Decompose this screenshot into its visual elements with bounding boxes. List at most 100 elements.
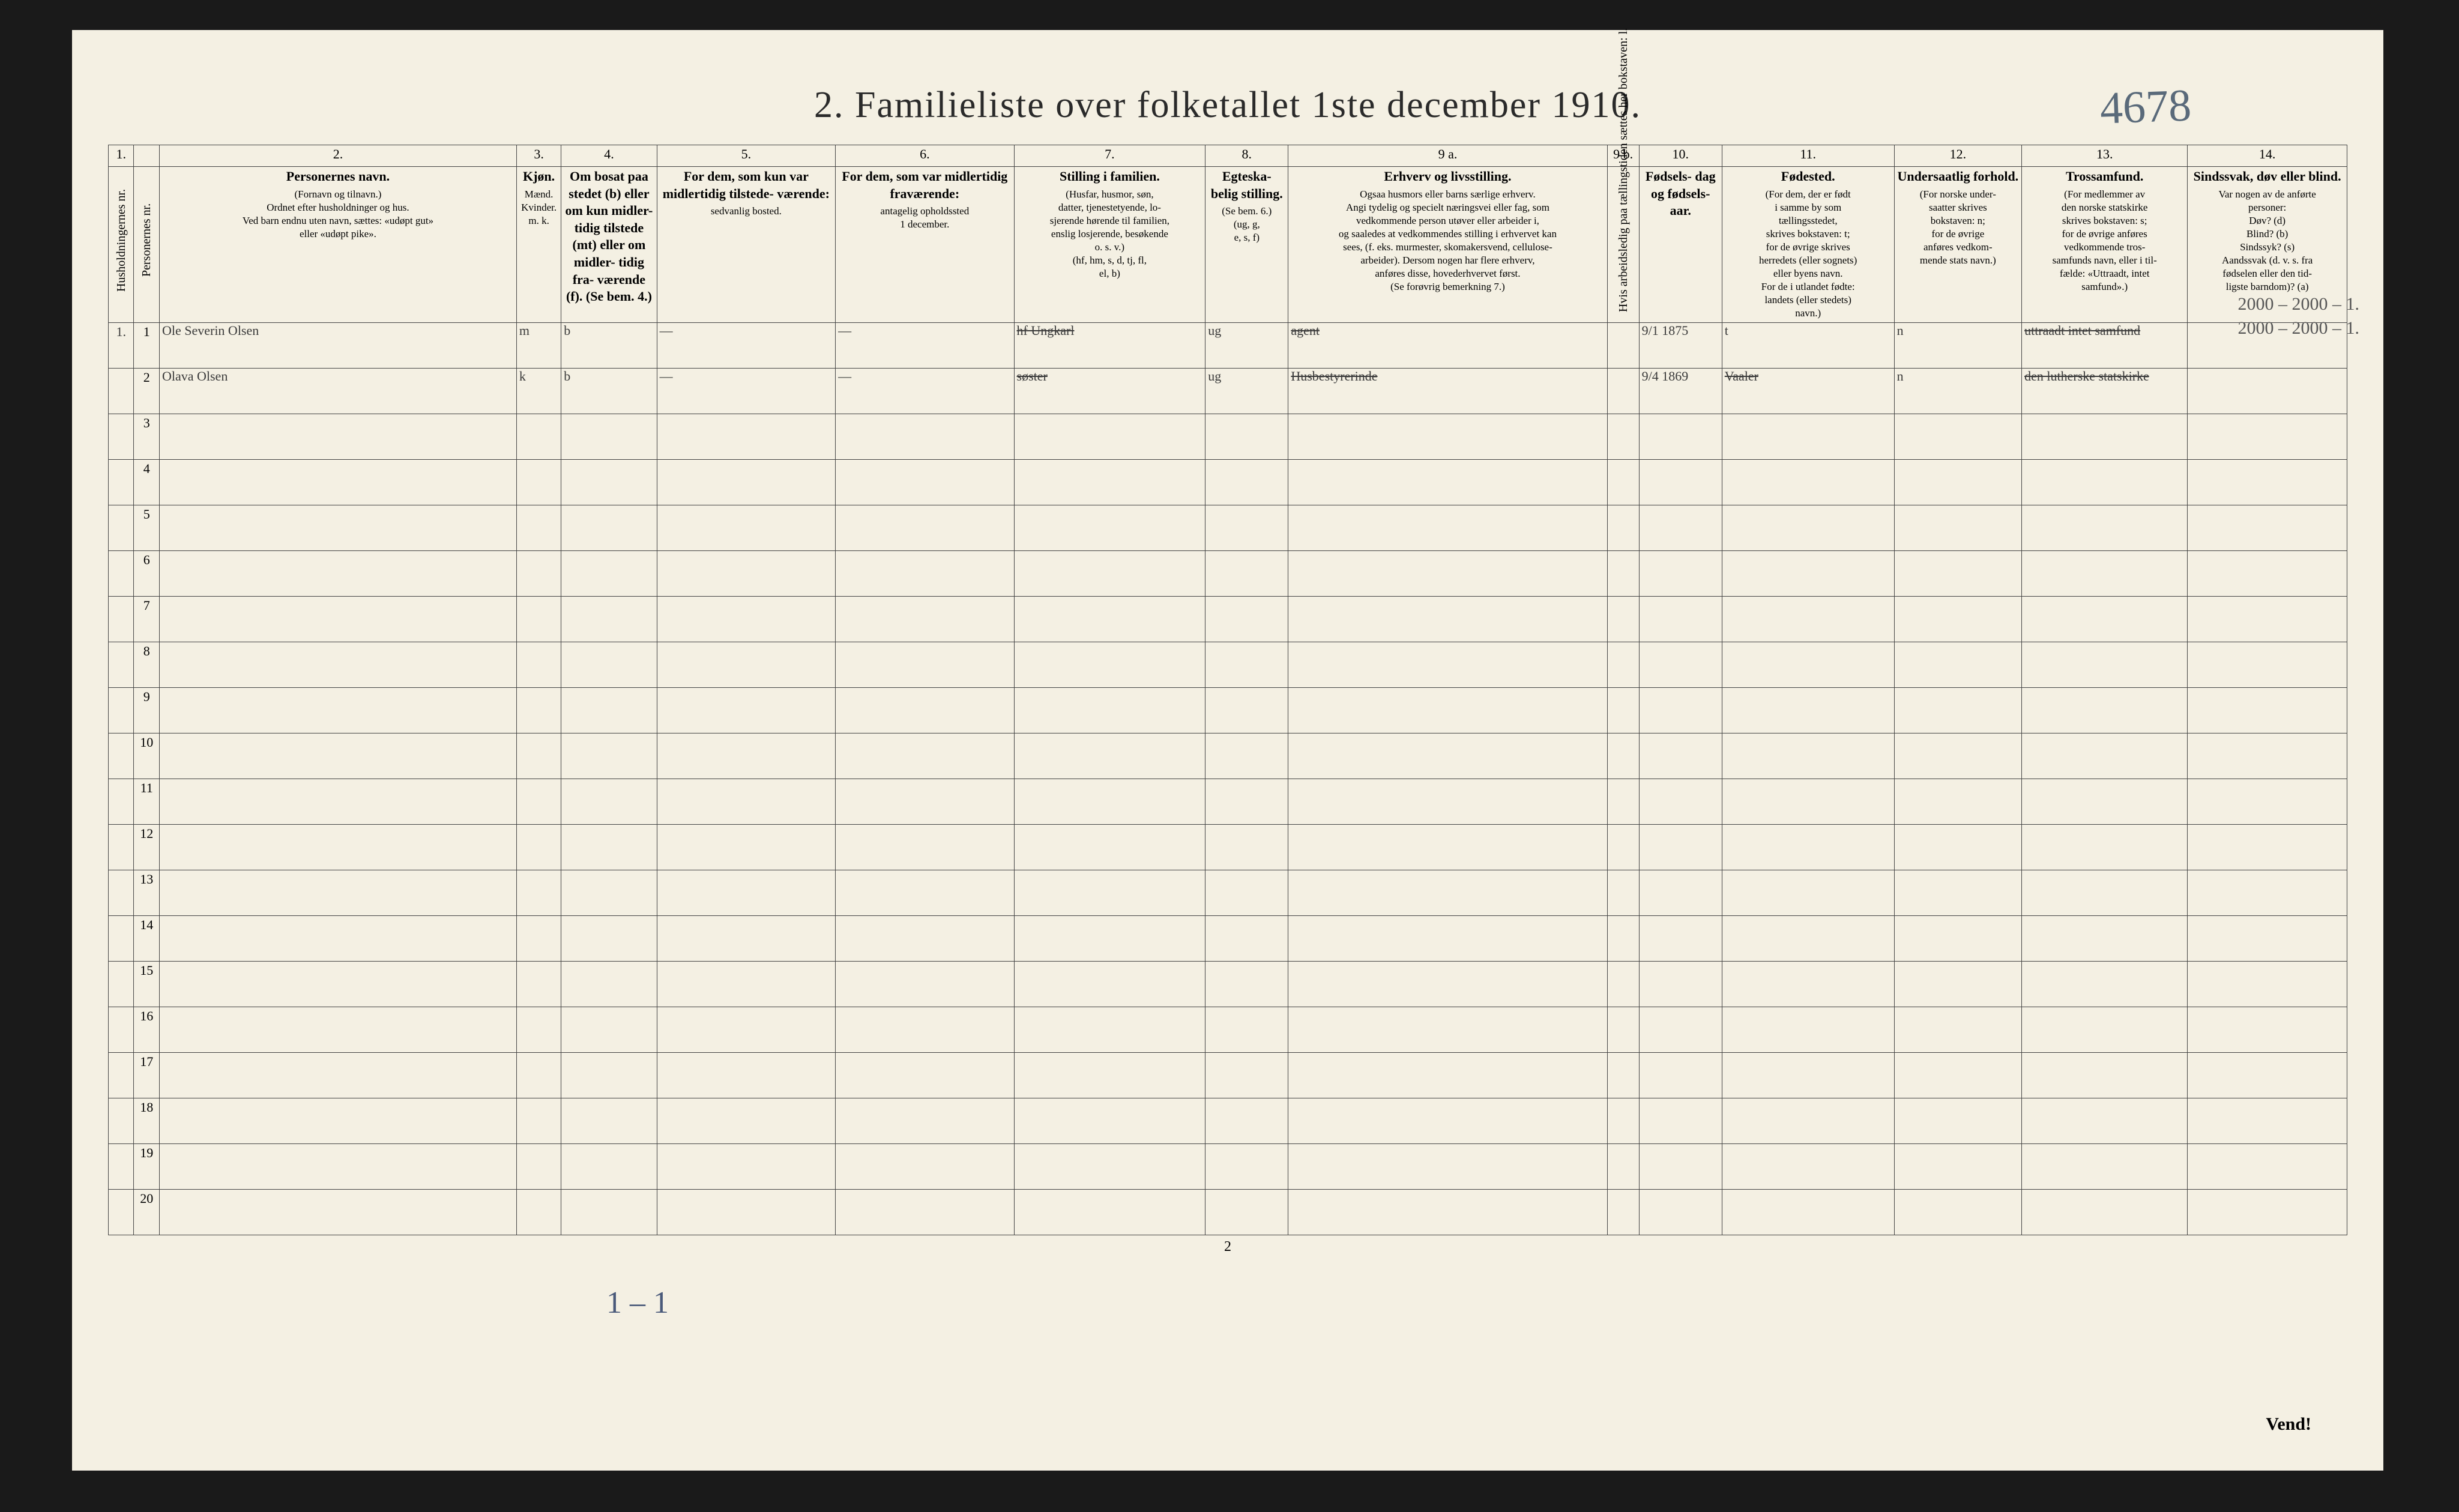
cell-fr [836, 597, 1014, 642]
column-number [134, 145, 159, 167]
cell-sind [2188, 779, 2347, 825]
margin-note: 2000 – 2000 – 1. [2238, 318, 2360, 339]
cell-tros: uttraadt intet samfund [2022, 323, 2188, 369]
cell-erhverv [1288, 505, 1607, 551]
cell-fdato [1639, 1053, 1722, 1098]
cell-famstilling [1014, 1053, 1205, 1098]
cell-hh [109, 779, 134, 825]
cell-pn: 11 [134, 779, 159, 825]
cell-sind [2188, 414, 2347, 460]
cell-name [159, 779, 516, 825]
cell-ledig [1607, 825, 1639, 870]
cell-unders [1894, 962, 2021, 1007]
cell-egte [1205, 597, 1288, 642]
cell-erhverv [1288, 733, 1607, 779]
cell-pn: 17 [134, 1053, 159, 1098]
cell-hh [109, 688, 134, 733]
cell-hh [109, 369, 134, 414]
cell-egte [1205, 1007, 1288, 1053]
cell-tros [2022, 1098, 2188, 1144]
cell-pn: 1 [134, 323, 159, 369]
cell-name [159, 688, 516, 733]
cell-egte: ug [1205, 369, 1288, 414]
cell-ledig [1607, 1053, 1639, 1098]
cell-egte [1205, 642, 1288, 688]
cell-fr [836, 642, 1014, 688]
cell-tros [2022, 1053, 2188, 1098]
cell-mt [657, 551, 835, 597]
cell-famstilling [1014, 688, 1205, 733]
cell-unders [1894, 597, 2021, 642]
cell-hh [109, 916, 134, 962]
column-header: Erhverv og livsstilling.Ogsaa husmors el… [1288, 167, 1607, 323]
cell-name [159, 1007, 516, 1053]
cell-fr [836, 551, 1014, 597]
column-number: 7. [1014, 145, 1205, 167]
column-header: Stilling i familien.(Husfar, husmor, søn… [1014, 167, 1205, 323]
cell-sex: k [516, 369, 561, 414]
cell-name: Ole Severin Olsen [159, 323, 516, 369]
cell-pn: 20 [134, 1190, 159, 1235]
cell-hh [109, 460, 134, 505]
cell-fdato [1639, 1190, 1722, 1235]
table-row: 16 [109, 1007, 2347, 1053]
cell-sex [516, 916, 561, 962]
cell-sex: m [516, 323, 561, 369]
cell-ledig [1607, 414, 1639, 460]
cell-bosat [561, 1144, 657, 1190]
cell-sex [516, 642, 561, 688]
column-header: Personernes navn.(Fornavn og tilnavn.) O… [159, 167, 516, 323]
cell-pn: 5 [134, 505, 159, 551]
cell-bosat: b [561, 369, 657, 414]
table-row: 11 [109, 779, 2347, 825]
cell-famstilling [1014, 460, 1205, 505]
cell-erhverv: agent [1288, 323, 1607, 369]
cell-fsted [1722, 825, 1894, 870]
cell-tros [2022, 779, 2188, 825]
cell-sind [2188, 1098, 2347, 1144]
cell-name [159, 414, 516, 460]
cell-famstilling [1014, 825, 1205, 870]
cell-fr [836, 414, 1014, 460]
cell-famstilling: søster [1014, 369, 1205, 414]
cell-bosat [561, 916, 657, 962]
cell-famstilling: hf Ungkarl [1014, 323, 1205, 369]
cell-name [159, 1098, 516, 1144]
cell-fr: — [836, 323, 1014, 369]
cell-erhverv [1288, 1007, 1607, 1053]
cell-sex [516, 1144, 561, 1190]
cell-unders [1894, 733, 2021, 779]
cell-erhverv [1288, 1053, 1607, 1098]
cell-bosat [561, 870, 657, 916]
cell-mt [657, 1007, 835, 1053]
cell-sind [2188, 688, 2347, 733]
table-row: 4 [109, 460, 2347, 505]
handwritten-id: 4678 [2099, 79, 2192, 134]
cell-unders [1894, 916, 2021, 962]
cell-egte [1205, 414, 1288, 460]
cell-fr: — [836, 369, 1014, 414]
cell-egte [1205, 1053, 1288, 1098]
cell-egte [1205, 870, 1288, 916]
cell-unders [1894, 505, 2021, 551]
cell-hh [109, 870, 134, 916]
cell-mt [657, 505, 835, 551]
cell-erhverv [1288, 460, 1607, 505]
table-row: 17 [109, 1053, 2347, 1098]
column-header: For dem, som kun var midlertidig tilsted… [657, 167, 835, 323]
cell-sex [516, 505, 561, 551]
cell-fdato [1639, 551, 1722, 597]
cell-mt: — [657, 369, 835, 414]
cell-fr [836, 1053, 1014, 1098]
tally-note: 1 – 1 [606, 1285, 669, 1321]
cell-unders [1894, 688, 2021, 733]
cell-famstilling [1014, 733, 1205, 779]
cell-unders: n [1894, 369, 2021, 414]
cell-unders [1894, 1098, 2021, 1144]
cell-name [159, 870, 516, 916]
cell-fsted [1722, 414, 1894, 460]
column-number: 5. [657, 145, 835, 167]
cell-bosat [561, 688, 657, 733]
cell-egte [1205, 779, 1288, 825]
cell-pn: 14 [134, 916, 159, 962]
